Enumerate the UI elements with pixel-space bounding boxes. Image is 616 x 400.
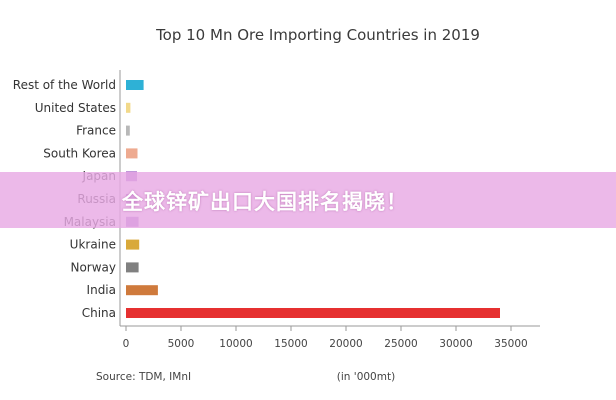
source-note: Source: TDM, IMnI — [96, 371, 191, 383]
bar-rest-of-the-world — [126, 80, 144, 90]
bar-china — [126, 308, 500, 318]
bar-south-korea — [126, 148, 138, 159]
category-label-ukraine: Ukraine — [70, 238, 116, 252]
x-tick-label-20000: 20000 — [329, 338, 362, 350]
bar-norway — [126, 262, 139, 273]
x-tick-label-15000: 15000 — [274, 338, 307, 350]
category-label-rest-of-the-world: Rest of the World — [13, 78, 116, 92]
promo-banner: 全球锌矿出口大国排名揭晓！ — [0, 172, 616, 228]
unit-note: (in '000mt) — [337, 371, 395, 383]
category-label-norway: Norway — [70, 260, 116, 274]
banner-headline: 全球锌矿出口大国排名揭晓！ — [122, 190, 408, 214]
category-label-france: France — [76, 124, 116, 138]
x-axis-ticks: 0 5000 10000 15000 20000 25000 30000 35000 — [123, 326, 528, 350]
category-label-south-korea: South Korea — [43, 146, 116, 160]
x-tick-label-35000: 35000 — [494, 338, 527, 350]
x-tick-label-10000: 10000 — [219, 338, 252, 350]
bar-france — [126, 125, 130, 136]
category-label-india: India — [87, 283, 116, 297]
chart-title: Top 10 Mn Ore Importing Countries in 201… — [155, 26, 480, 44]
bar-india — [126, 285, 158, 296]
category-label-united-states: United States — [35, 101, 116, 115]
bar-ukraine — [126, 239, 140, 250]
x-tick-label-5000: 5000 — [168, 338, 195, 350]
category-label-china: China — [82, 306, 116, 320]
bar-united-states — [126, 102, 131, 113]
x-tick-label-25000: 25000 — [384, 338, 417, 350]
x-tick-label-0: 0 — [123, 338, 130, 350]
x-tick-label-30000: 30000 — [439, 338, 472, 350]
